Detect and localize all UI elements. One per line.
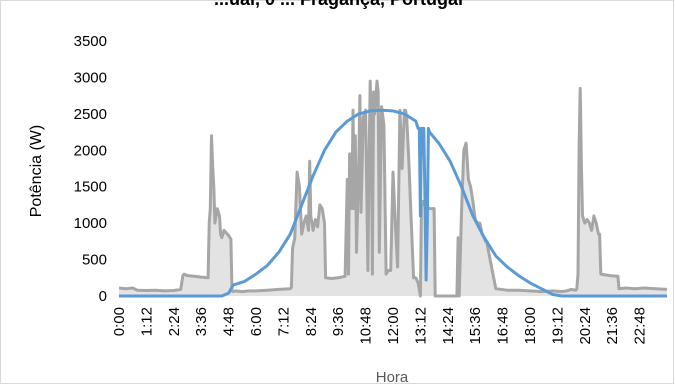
x-tick-label: 13:12 <box>412 307 429 345</box>
y-tick-label: 3000 <box>74 69 107 86</box>
x-tick-label: 22:48 <box>632 307 649 345</box>
y-tick-label: 2500 <box>74 106 107 123</box>
x-tick-label: 19:12 <box>549 307 566 345</box>
y-axis-ticks: 0 500 1000 1500 2000 2500 3000 3500 <box>74 33 107 305</box>
x-tick-label: 8:24 <box>303 307 320 336</box>
x-tick-label: 2:24 <box>166 307 183 336</box>
x-tick-label: 10:48 <box>358 307 375 345</box>
y-axis-title: Potência (W) <box>28 125 45 217</box>
x-tick-label: 9:36 <box>330 307 347 336</box>
x-tick-label: 12:00 <box>385 307 402 345</box>
x-tick-label: 3:36 <box>193 307 210 336</box>
x-tick-label: 0:00 <box>111 307 128 336</box>
x-tick-label: 15:36 <box>467 307 484 345</box>
y-tick-label: 500 <box>82 252 107 269</box>
x-tick-label: 6:00 <box>248 307 265 336</box>
y-tick-label: 2000 <box>74 142 107 159</box>
x-tick-label: 21:36 <box>604 307 621 345</box>
x-tick-label: 1:12 <box>138 307 155 336</box>
x-axis-ticks: 0:00 1:12 2:24 3:36 4:48 6:00 7:12 8:24 9:36 10:4… <box>111 307 649 345</box>
model-power-line <box>119 108 667 298</box>
x-axis-title: Hora <box>376 369 409 385</box>
y-tick-label: 1500 <box>74 179 107 196</box>
y-tick-label: 1000 <box>74 215 107 232</box>
x-tick-label: 18:00 <box>522 307 539 345</box>
x-tick-label: 7:12 <box>275 307 292 336</box>
chart-title: ...ual, 0 ... Fragança, Portugal <box>1 0 675 10</box>
y-tick-label: 0 <box>99 288 107 305</box>
measured-power-line <box>118 79 668 298</box>
x-tick-label: 20:24 <box>577 307 594 345</box>
x-tick-label: 14:24 <box>440 307 457 345</box>
plot-area <box>118 79 668 298</box>
x-tick-label: 4:48 <box>221 307 238 336</box>
x-tick-label: 16:48 <box>495 307 512 345</box>
y-tick-label: 3500 <box>74 33 107 50</box>
